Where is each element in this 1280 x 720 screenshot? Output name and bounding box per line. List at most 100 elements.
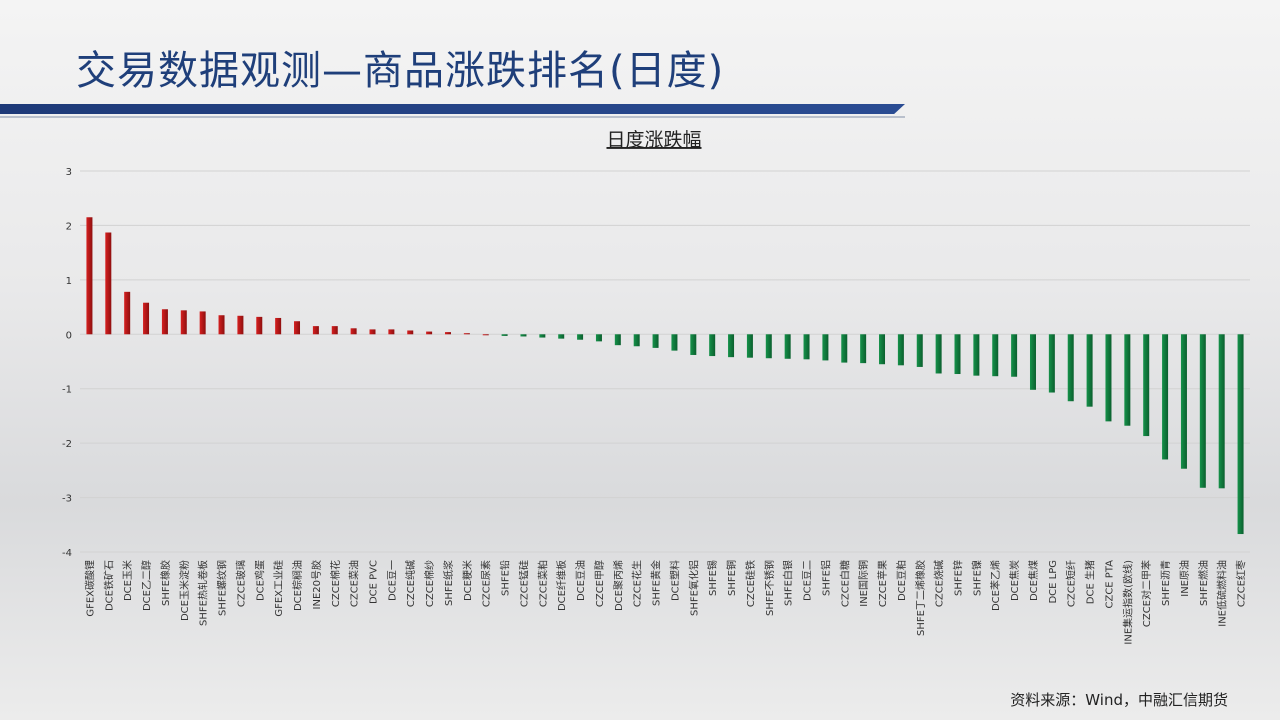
x-tick-label: SHFE铜	[726, 560, 738, 596]
x-tick-label: DCE LPG	[1048, 560, 1059, 604]
x-tick-label: INE20号胶	[310, 560, 323, 609]
x-tick-label: DCE 生猪	[1084, 560, 1097, 604]
x-tick-label: DCE玉米	[121, 560, 134, 601]
x-tick-label: DCE豆一	[386, 560, 398, 601]
bar	[1067, 334, 1074, 402]
y-tick-label: -4	[62, 548, 72, 559]
x-tick-label: CZCE苹果	[876, 560, 889, 607]
header-accent-bar	[0, 104, 905, 114]
x-tick-label: SHFE热轧卷板	[197, 560, 210, 626]
slide-title: 交易数据观测—商品涨跌排名(日度)	[76, 48, 725, 94]
x-tick-label: CZCE玻璃	[234, 560, 247, 607]
x-tick-label: DCE塑料	[668, 560, 681, 601]
bar	[539, 334, 546, 338]
bar	[520, 334, 527, 337]
bar	[237, 315, 244, 335]
x-tick-label: SHFE锡	[706, 560, 719, 596]
x-tick-label: CZCE PTA	[1104, 560, 1115, 609]
x-tick-label: CZCE甲醇	[593, 560, 606, 607]
bar	[199, 311, 206, 335]
bar	[294, 321, 301, 335]
x-tick-label: INE集运指数(欧线)	[1121, 560, 1134, 645]
y-tick-label: -3	[62, 494, 72, 505]
x-tick-label: SHFE铅	[499, 560, 512, 596]
x-tick-label: CZCE菜油	[348, 560, 361, 607]
bar	[331, 326, 338, 335]
x-tick-label: DCE PVC	[369, 560, 380, 604]
x-tick-label: DCE焦炭	[1008, 560, 1021, 601]
bar	[275, 317, 282, 335]
x-tick-label: SHFE镍	[970, 560, 983, 596]
bar	[482, 334, 489, 336]
x-tick-label: DCE铁矿石	[102, 560, 115, 611]
x-tick-label: SHFE丁二烯橡胶	[914, 560, 927, 636]
bar	[822, 334, 829, 361]
x-tick-label: CZCE硅铁	[744, 560, 757, 607]
x-tick-label: DCE纤维板	[555, 560, 568, 611]
x-tick-label: SHFE白银	[782, 560, 795, 606]
bar	[746, 334, 753, 358]
x-tick-label: SHFE沥青	[1159, 560, 1172, 606]
bar	[501, 334, 508, 336]
bar-layer	[86, 217, 1244, 535]
bar	[1124, 334, 1131, 426]
bar	[1237, 334, 1244, 535]
bar	[784, 334, 791, 359]
grid-layer: 3 2 1 0 -1 -2 -3 -4	[62, 167, 1250, 559]
bar	[973, 334, 980, 376]
x-tick-label: DCE苯乙烯	[989, 560, 1002, 611]
x-tick-label: INE低硫燃料油	[1216, 560, 1229, 627]
x-tick-label: SHFE不锈钢	[763, 560, 776, 616]
bar	[897, 334, 904, 366]
x-tick-label: CZCE棉纱	[423, 560, 436, 607]
bar	[671, 334, 678, 351]
x-tick-label: DCE乙二醇	[140, 560, 153, 611]
x-tick-label: SHFE铝	[820, 560, 832, 596]
bar	[463, 333, 470, 335]
x-tick-label: CZCE烧碱	[933, 560, 946, 607]
bar	[426, 331, 433, 335]
bar	[1218, 334, 1225, 489]
x-tick-label: DCE玉米淀粉	[178, 560, 191, 621]
bar	[369, 329, 376, 335]
x-tick-label: INE国际铜	[858, 560, 870, 607]
y-tick-label: 1	[66, 276, 72, 287]
bar	[218, 315, 225, 335]
y-tick-label: -1	[62, 385, 72, 396]
bar	[935, 334, 942, 374]
bar	[709, 334, 716, 357]
bar	[312, 326, 319, 335]
x-tick-label: DCE豆粕	[895, 560, 908, 601]
bar	[916, 334, 923, 367]
chart-title: 日度涨跌幅	[606, 129, 701, 151]
bar	[803, 334, 810, 360]
bar	[728, 334, 735, 358]
y-tick-label: 3	[66, 167, 72, 178]
bar	[595, 334, 602, 342]
x-tick-label: GFEX碳酸锂	[83, 560, 96, 617]
x-tick-label: DCE豆二	[802, 560, 814, 601]
x-tick-label: DCE焦煤	[1027, 560, 1040, 601]
x-tick-label: DCE鸡蛋	[253, 560, 266, 601]
bar	[256, 316, 263, 335]
x-tick-label: SHFE氧化铝	[687, 560, 700, 616]
x-tick-label: CZCE棉花	[329, 560, 342, 607]
x-tick-label: CZCE白糖	[838, 560, 851, 607]
bar	[1105, 334, 1112, 422]
bar	[633, 334, 640, 347]
bar	[407, 330, 414, 335]
x-tick-label: DCE聚丙烯	[612, 560, 625, 611]
y-tick-label: 2	[66, 221, 72, 232]
bar	[161, 309, 168, 335]
x-tick-label: CZCE花生	[631, 560, 644, 607]
x-tick-label: DCE粳米	[461, 560, 474, 601]
bar	[1180, 334, 1187, 469]
y-tick-label: 0	[66, 330, 72, 341]
x-tick-label: DCE豆油	[574, 560, 587, 601]
bar	[350, 328, 357, 335]
x-tick-label: SHFE螺纹钢	[216, 560, 229, 616]
bar	[652, 334, 659, 348]
bar	[180, 310, 187, 335]
